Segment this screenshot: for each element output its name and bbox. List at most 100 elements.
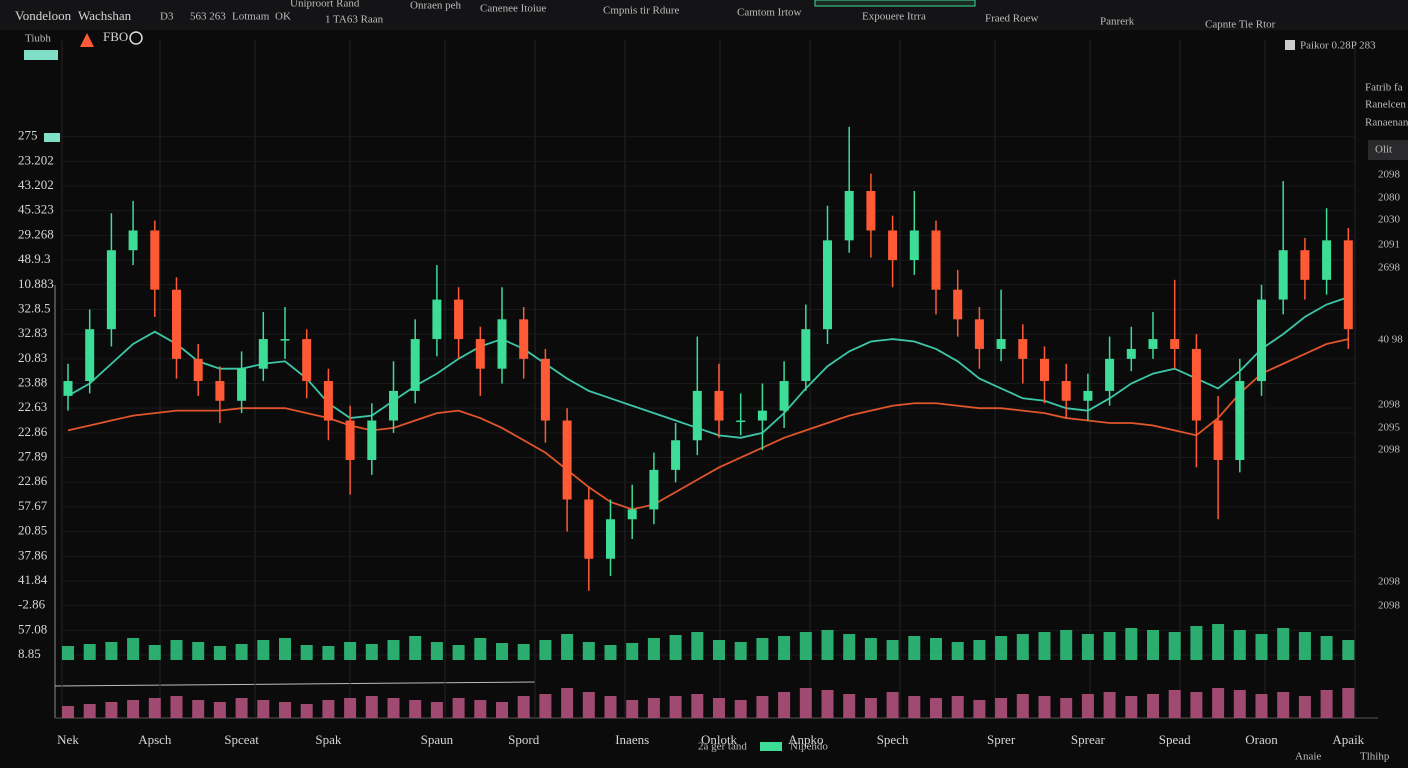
volume-bar [1321, 636, 1333, 660]
volume-bar [1299, 696, 1311, 718]
menu-item[interactable]: Canenee Itoiue [480, 3, 546, 15]
candle-body [1062, 381, 1071, 401]
menu-item[interactable]: Panrerk [1100, 16, 1135, 28]
volume-bar [908, 696, 920, 718]
menu-item[interactable]: Expouere Itrra [862, 11, 926, 23]
volume-bar [62, 706, 74, 718]
checkbox[interactable] [1285, 40, 1295, 50]
candle-body [129, 230, 138, 250]
volume-bar [605, 645, 617, 660]
top-right-info: Paikor 0.28P 283 [1300, 40, 1376, 52]
row2-item[interactable]: FBO [103, 29, 128, 44]
side-label: 2098 [1378, 576, 1401, 588]
volume-bar [279, 702, 291, 718]
volume-bar [388, 698, 400, 718]
volume-bar [344, 642, 356, 660]
volume-bar [843, 694, 855, 718]
menu-item[interactable]: Wachshan [78, 8, 132, 23]
volume-bar [322, 700, 334, 718]
volume-bar [301, 704, 313, 718]
candle-body [866, 191, 875, 230]
menu-item[interactable]: 1 TA63 Raan [325, 14, 384, 26]
x-tick-label: Anpko [788, 732, 823, 747]
side-label: 2030 [1378, 214, 1401, 226]
candle-body [801, 329, 810, 381]
volume-bar [518, 644, 530, 660]
y-tick-label: 22.86 [18, 473, 48, 488]
menu-item[interactable]: 563 263 [190, 11, 226, 23]
volume-bar [800, 688, 812, 718]
volume-bar [1277, 628, 1289, 660]
row2-item[interactable]: Tiubh [25, 33, 51, 45]
y-tick-label: 22.86 [18, 424, 48, 439]
x-tick-label: Inaens [615, 732, 649, 747]
y-tick-label: 22.63 [18, 399, 47, 414]
candle-body [302, 339, 311, 381]
volume-bar [409, 636, 421, 660]
candle-body [541, 359, 550, 421]
volume-bar [539, 694, 551, 718]
volume-bar [1125, 696, 1137, 718]
candle-body [975, 319, 984, 349]
side-label: 2095 [1378, 422, 1401, 434]
volume-bar [1169, 632, 1181, 660]
volume-bar [62, 646, 74, 660]
candle-body [606, 519, 615, 558]
candle-body [237, 369, 246, 401]
side-label: Fatrib fa [1365, 82, 1403, 94]
volume-bar [995, 636, 1007, 660]
side-label: 2098 [1378, 600, 1401, 612]
tab-indicator[interactable] [24, 50, 58, 60]
volume-bar [1342, 688, 1354, 718]
menu-item[interactable]: Onraen peh [410, 0, 462, 12]
menu-item[interactable]: Uniproort Rand [290, 0, 360, 10]
menu-item[interactable]: OK [275, 11, 291, 23]
volume-bar [1212, 688, 1224, 718]
candle-body [281, 339, 290, 341]
side-label: 2698 [1378, 262, 1401, 274]
candle-body [367, 421, 376, 460]
menu-item[interactable]: Fraed Roew [985, 13, 1039, 25]
side-label: 2098 [1378, 399, 1401, 411]
volume-bar [1125, 628, 1137, 660]
volume-bar [973, 700, 985, 718]
menu-item[interactable]: Camtom Irtow [737, 7, 802, 19]
x-tick-label: Spech [877, 732, 909, 747]
volume-bar [105, 702, 117, 718]
volume-bar [930, 698, 942, 718]
volume-bar [1082, 634, 1094, 660]
volume-bar [1256, 694, 1268, 718]
candle-body [346, 421, 355, 460]
candle-body [671, 440, 680, 470]
volume-bar [366, 696, 378, 718]
candle-body [845, 191, 854, 240]
volume-bar [648, 698, 660, 718]
candle-body [563, 421, 572, 500]
menu-item[interactable]: Lotmam [232, 11, 270, 23]
volume-bar [1277, 692, 1289, 718]
candle-body [172, 290, 181, 359]
volume-bar [756, 696, 768, 718]
active-tab[interactable] [815, 0, 975, 6]
volume-bar [995, 698, 1007, 718]
candle-body [932, 230, 941, 289]
volume-bar [887, 640, 899, 660]
candle-body [780, 381, 789, 411]
menu-item[interactable]: D3 [160, 11, 174, 23]
candle-body [1018, 339, 1027, 359]
menu-item[interactable]: Capnte Tie Rtor [1205, 19, 1276, 31]
x-tick-label: Spord [508, 732, 540, 747]
volume-bar [1060, 698, 1072, 718]
candle-body [1170, 339, 1179, 349]
volume-bar [691, 632, 703, 660]
volume-bar [496, 702, 508, 718]
volume-bar [127, 700, 139, 718]
candle-body [389, 391, 398, 421]
menu-item[interactable]: Cmpnis tir Rdure [603, 5, 680, 17]
volume-bar [930, 638, 942, 660]
volume-bar [149, 698, 161, 718]
x-tick-label: Apaik [1332, 732, 1364, 747]
volume-bar [1212, 624, 1224, 660]
menu-item[interactable]: Vondeloon [15, 8, 72, 23]
volume-bar [1082, 694, 1094, 718]
